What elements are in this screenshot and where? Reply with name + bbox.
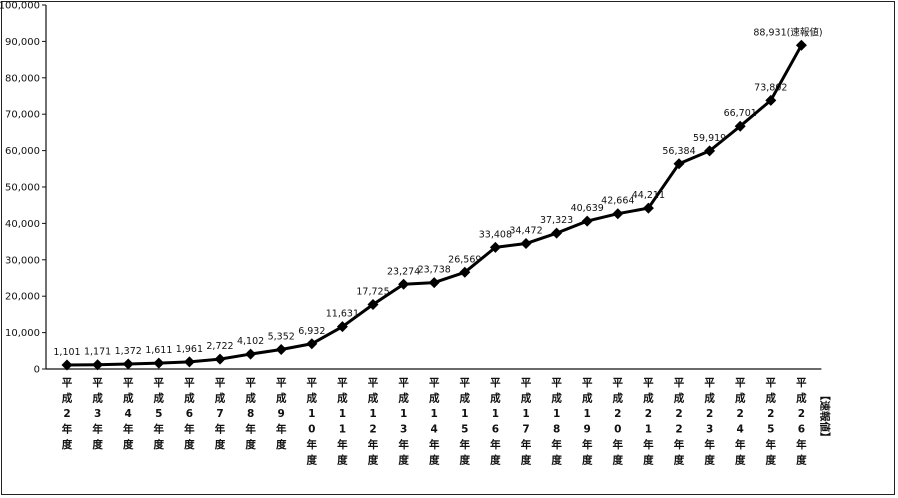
x-category-label: 平成 7 年度 — [215, 377, 226, 451]
data-point-marker — [275, 344, 287, 356]
x-category-label: 平成 1 9 年度 — [582, 377, 593, 467]
y-tick-label: 100,000 — [0, 1, 40, 12]
x-category-note: 【速報値】 — [818, 390, 831, 443]
data-point-marker — [581, 215, 593, 227]
x-category-label: 平成 2 0 年度 — [613, 377, 624, 467]
data-point-marker — [183, 356, 195, 368]
x-category-label: 平成 1 6 年度 — [490, 377, 501, 467]
x-category-label: 平成 2 年度 — [62, 377, 73, 451]
data-label: 1,611 — [145, 345, 172, 356]
x-category-label: 平成 1 4 年度 — [429, 377, 440, 467]
x-category-label: 平成 5 年度 — [154, 377, 165, 451]
x-category-label: 平成 2 1 年度 — [643, 377, 654, 467]
y-tick-label: 40,000 — [5, 219, 40, 230]
x-category-label: 平成 2 2 年度 — [674, 377, 685, 467]
data-label: 56,384 — [662, 146, 695, 157]
data-point-marker — [612, 208, 624, 220]
y-tick-label: 0 — [34, 365, 40, 376]
data-point-marker — [61, 359, 73, 371]
x-category-label: 平成 2 4 年度 — [735, 377, 746, 467]
data-label: 44,211 — [632, 190, 665, 201]
data-label: 11,631 — [326, 309, 359, 320]
data-label: 34,472 — [509, 226, 542, 237]
data-label: 88,931(速報値) — [753, 26, 822, 38]
data-point-marker — [520, 238, 532, 250]
data-label: 37,323 — [540, 215, 573, 226]
data-label: 1,961 — [176, 344, 203, 355]
data-point-marker — [734, 120, 746, 132]
x-category-label: 平成 2 5 年度 — [766, 377, 777, 467]
data-label: 1,101 — [53, 347, 80, 358]
x-category-label: 平成 6 年度 — [184, 377, 195, 451]
x-category-label: 平成 3 年度 — [92, 377, 103, 451]
data-label: 1,171 — [84, 347, 111, 358]
data-point-marker — [673, 158, 685, 170]
x-category-label: 平成 1 8 年度 — [551, 377, 562, 467]
x-category-label: 平成 9 年度 — [276, 377, 287, 451]
x-category-label: 平成 1 1 年度 — [337, 377, 348, 467]
x-category-label: 平成 4 年度 — [123, 377, 134, 451]
x-category-label: 平成 1 3 年度 — [398, 377, 409, 467]
data-label: 66,701 — [724, 108, 757, 119]
data-point-marker — [489, 241, 501, 253]
data-point-marker — [92, 359, 104, 371]
x-category-label: 平成 2 3 年度 — [704, 377, 715, 467]
data-label: 2,722 — [206, 341, 233, 352]
data-point-marker — [398, 278, 410, 290]
data-label: 33,408 — [479, 229, 512, 240]
x-category-label: 平成 2 6 年度 — [796, 377, 807, 467]
data-point-marker — [367, 298, 379, 310]
x-category-label: 平成 1 0 年度 — [307, 377, 318, 467]
series-line — [66, 44, 803, 367]
data-point-marker — [306, 338, 318, 350]
y-tick-label: 70,000 — [5, 110, 40, 121]
y-tick-label: 80,000 — [5, 73, 40, 84]
data-point-marker — [428, 277, 440, 289]
data-point-marker — [704, 145, 716, 157]
x-category-label: 平成 1 7 年度 — [521, 377, 532, 467]
data-label: 23,274 — [387, 266, 420, 277]
data-point-marker — [765, 94, 777, 106]
data-point-marker — [795, 39, 807, 51]
y-tick-label: 10,000 — [5, 328, 40, 339]
data-point-marker — [245, 348, 257, 360]
data-point-marker — [459, 266, 471, 278]
data-label: 40,639 — [571, 203, 604, 214]
data-point-marker — [122, 358, 134, 370]
y-tick-label: 90,000 — [5, 37, 40, 48]
x-category-label: 平成 1 2 年度 — [368, 377, 379, 467]
data-label: 6,932 — [298, 326, 325, 337]
y-tick-label: 60,000 — [5, 146, 40, 157]
data-point-marker — [642, 202, 654, 214]
data-point-marker — [336, 321, 348, 333]
data-point-marker — [214, 353, 226, 365]
data-point-marker — [551, 227, 563, 239]
data-label: 23,738 — [418, 265, 451, 276]
data-label: 42,664 — [601, 196, 634, 207]
data-label: 73,802 — [754, 82, 787, 93]
data-label: 4,102 — [237, 336, 264, 347]
data-label: 17,725 — [356, 286, 389, 297]
data-label: 59,919 — [693, 133, 726, 144]
x-category-label: 平成 1 5 年度 — [460, 377, 471, 467]
data-label: 1,372 — [115, 346, 142, 357]
y-tick-label: 30,000 — [5, 255, 40, 266]
y-tick-label: 20,000 — [5, 292, 40, 303]
y-tick-label: 50,000 — [5, 183, 40, 194]
data-label: 5,352 — [268, 332, 295, 343]
data-label: 26,569 — [448, 254, 481, 265]
x-category-label: 平成 8 年度 — [245, 377, 256, 451]
data-point-marker — [153, 357, 165, 369]
